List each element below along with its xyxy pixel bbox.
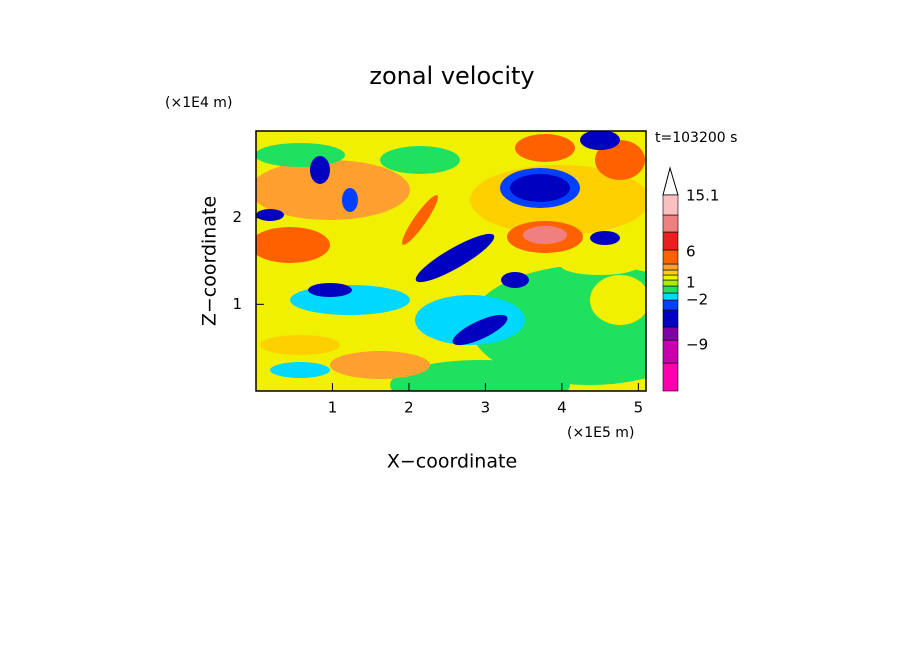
colorbar-band <box>662 263 679 271</box>
x-tick-label: 3 <box>481 399 491 417</box>
y-axis-label: Z−coordinate <box>199 196 221 326</box>
y-tick-label: 1 <box>232 295 242 313</box>
x-tick-label: 2 <box>404 399 414 417</box>
colorbar-tick-label: −9 <box>686 336 708 354</box>
colorbar-band <box>662 339 679 364</box>
x-tick-label: 5 <box>634 399 644 417</box>
colorbar-band <box>662 279 679 287</box>
colorbar-band <box>662 292 679 301</box>
colorbar-band <box>662 214 679 233</box>
colorbar-tick-label: 6 <box>686 243 696 261</box>
colorbar-band <box>662 299 679 311</box>
colorbar-band <box>662 274 679 281</box>
x-axis-label: X−coordinate <box>387 451 517 473</box>
time-annotation: t=103200 s <box>655 130 737 146</box>
colorbar-band <box>662 362 679 392</box>
colorbar-band <box>662 326 679 341</box>
colorbar: 15.1 6 1−2 −9 <box>662 187 719 392</box>
colorbar-band <box>662 231 679 251</box>
colorbar-band <box>662 194 679 216</box>
chart-title: zonal velocity <box>369 62 534 90</box>
colorbar-arrow <box>662 166 679 196</box>
x-tick-label: 4 <box>557 399 567 417</box>
y-tick-label: 2 <box>232 208 242 226</box>
colorbar-band <box>662 269 679 276</box>
colorbar-band <box>662 249 679 265</box>
x-unit: (×1E5 m) <box>567 425 634 441</box>
colorbar-tick-label: −2 <box>686 291 708 309</box>
contour-field <box>256 131 646 391</box>
y-unit: (×1E4 m) <box>165 95 232 111</box>
colorbar-tick-label: 15.1 <box>686 187 719 205</box>
plot-frame <box>255 130 647 392</box>
colorbar-tick-label: 1 <box>686 274 696 292</box>
x-tick-label: 1 <box>328 399 338 417</box>
colorbar-band <box>662 309 679 328</box>
colorbar-band <box>662 285 679 294</box>
